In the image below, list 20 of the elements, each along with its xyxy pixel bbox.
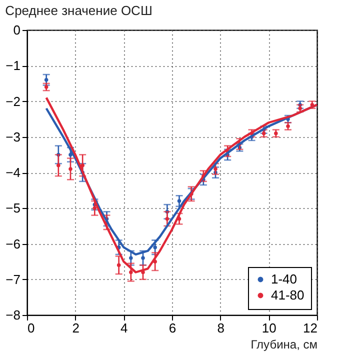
x-tick-label: 0	[28, 320, 35, 336]
y-tick-label: −2	[6, 94, 20, 109]
x-tick-label: 8	[217, 320, 224, 336]
y-tick-label: −3	[6, 129, 20, 144]
x-axis-title: Глубина, см	[250, 338, 318, 352]
y-tick-label: −8	[6, 308, 20, 322]
legend-label: 41-80	[271, 288, 304, 302]
legend-label: 1-40	[271, 272, 298, 286]
x-tick-label: 12	[303, 320, 318, 336]
x-tick-label: 4	[120, 320, 128, 336]
y-tick-label: −6	[6, 236, 20, 252]
y-tick-label: −1	[6, 58, 20, 74]
y-tick-label: −7	[6, 272, 20, 287]
y-tick-label: −4	[6, 165, 20, 180]
x-tick-label: 2	[72, 320, 80, 336]
y-tick-label: 0	[13, 22, 20, 38]
x-tick-label: 6	[168, 320, 176, 336]
y-tick-label: −5	[6, 200, 20, 216]
x-tick-label: 10	[262, 320, 276, 336]
chart-title: Среднее значение ОСШ	[5, 3, 152, 18]
